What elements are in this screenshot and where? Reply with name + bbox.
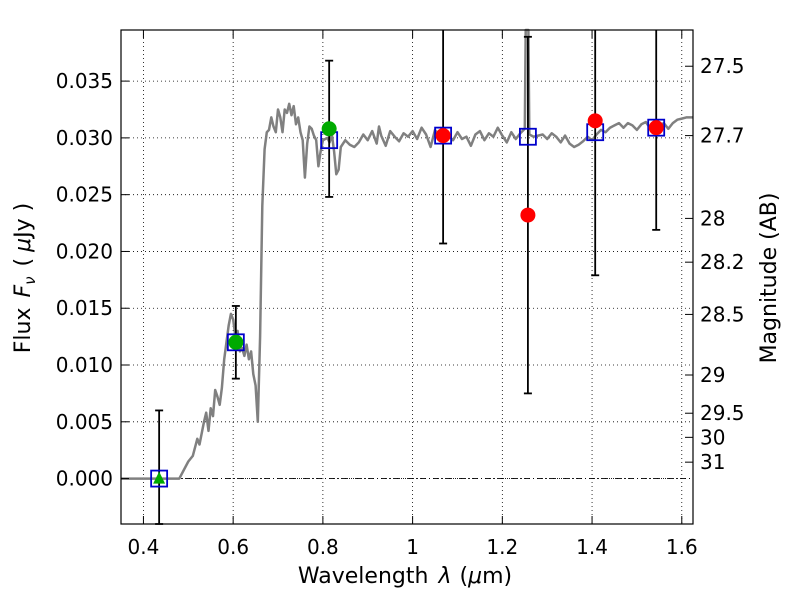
x-tick-label: 1 (406, 535, 419, 559)
magnitude-tick-label: 30 (700, 425, 725, 449)
y-tick-label: 0.015 (56, 296, 113, 320)
y-tick-label: 0.025 (56, 183, 113, 207)
y-axis-ticks: 0.000 0.005 0.010 0.015 0.020 0.025 0.030 0.035 (56, 69, 129, 491)
x-axis-label: Wavelength λ (μm) (298, 564, 512, 589)
magnitude-tick-label: 28.2 (700, 250, 745, 274)
y-axis-label: Flux Fν ( μJy ) (11, 203, 39, 353)
x-axis-ticks: 0.4 0.6 0.8 1 1.2 1.4 1.6 (128, 30, 698, 559)
observed-flux-point (435, 128, 451, 144)
model-band-square (226, 333, 245, 352)
y-axis-label-f: F (11, 285, 36, 298)
y-tick-label: 0.035 (56, 69, 113, 93)
x-axis-label-lambda: λ (437, 564, 451, 589)
x-axis-label-word: Wavelength (298, 564, 429, 589)
grid-lines (121, 30, 693, 524)
x-tick-label: 0.8 (307, 535, 339, 559)
magnitude-tick-label: 31 (700, 450, 725, 474)
y-tick-label: 0.010 (56, 353, 113, 377)
x-axis-label-open-paren: ( (459, 564, 468, 589)
y-axis-label-mu: μ (11, 238, 36, 253)
y-tick-label: 0.020 (56, 239, 113, 263)
y-axis-label-unit: Jy ) (11, 203, 36, 240)
magnitude-tick-label: 28 (700, 206, 725, 230)
magnitude-tick-label: 29 (700, 363, 725, 387)
model-band-square (434, 126, 453, 145)
y-tick-label: 0.000 (56, 467, 113, 491)
y-axis-label-word: Flux (11, 308, 36, 354)
observed-flux-point (520, 207, 536, 223)
y-tick-label: 0.005 (56, 410, 113, 434)
x-axis-label-mu: μ (467, 564, 482, 589)
observed-flux-point (648, 120, 664, 136)
x-tick-label: 1.2 (486, 535, 518, 559)
x-tick-label: 0.4 (128, 535, 160, 559)
magnitude-tick-label: 29.5 (700, 401, 745, 425)
observed-flux-point (321, 121, 337, 137)
magnitude-axis-label: Magnitude (AB) (757, 193, 782, 364)
plot-area (121, 28, 693, 525)
model-band-square (519, 127, 537, 146)
observed-upper-limit-triangle (153, 471, 166, 484)
observed-flux-point (587, 113, 603, 129)
magnitude-tick-label: 28.5 (700, 302, 745, 326)
magnitude-tick-label: 27.7 (700, 124, 745, 148)
x-axis-label-unit: m) (482, 564, 512, 589)
y-tick-label: 0.030 (56, 126, 113, 150)
plot-frame (120, 29, 694, 525)
magnitude-tick-label: 27.5 (700, 54, 745, 78)
x-tick-label: 0.6 (217, 535, 249, 559)
observed-flux-point (228, 334, 244, 350)
x-tick-label: 1.4 (576, 535, 608, 559)
y-axis-label-nu: ν (21, 276, 39, 284)
model-band-square (150, 469, 169, 488)
y-axis-label-open-paren: ( (11, 258, 36, 267)
model-sed-line (121, 28, 693, 480)
x-tick-label: 1.6 (666, 535, 698, 559)
model-band-square (647, 118, 666, 137)
